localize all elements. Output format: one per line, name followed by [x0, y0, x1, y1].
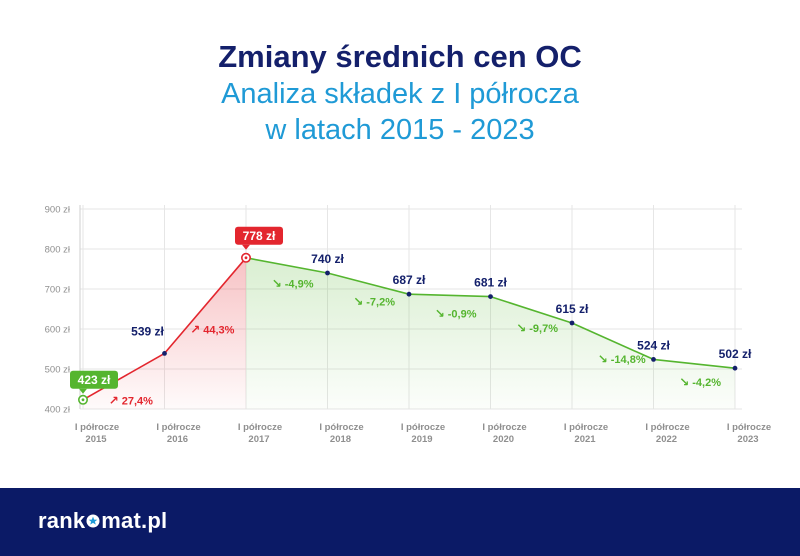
- x-tick-label: I półrocze 2019: [401, 422, 445, 445]
- data-point: [162, 351, 167, 356]
- x-tick-label: I półrocze 2016: [156, 422, 200, 445]
- brand-logo[interactable]: rank mat.pl: [38, 508, 167, 534]
- chart-title-block: Zmiany średnich cen OC Analiza składek z…: [0, 38, 800, 148]
- data-point: [488, 294, 493, 299]
- value-label: 615 zł: [556, 302, 589, 316]
- area-rise: [83, 257, 246, 409]
- logo-text-left: rank: [38, 508, 86, 533]
- line-chart: 423 zł 539 zł 778 zł 740 zł 687 zł 681 zł 615 …: [45, 205, 772, 446]
- highlight-point-dot: [81, 398, 85, 402]
- data-point: [325, 270, 330, 276]
- change-label: -7,2%: [366, 297, 395, 309]
- value-badge: [70, 370, 118, 389]
- y-tick-label: 800 zł: [45, 245, 71, 256]
- series-lines: [82, 257, 736, 401]
- change-label: 44,3%: [203, 325, 234, 337]
- value-label: 740 zł: [311, 252, 344, 266]
- trend-up-icon: ↗: [109, 394, 119, 408]
- data-labels: 423 zł 539 zł 778 zł 740 zł 687 zł 681 zł 615 …: [70, 226, 752, 394]
- data-point: [569, 320, 575, 326]
- star-icon: [86, 514, 100, 528]
- chart-title: Zmiany średnich cen OC: [218, 39, 582, 74]
- line-segment: [327, 272, 410, 295]
- change-label: 27,4%: [122, 396, 153, 408]
- change-label: -0,9%: [448, 308, 477, 320]
- change-label: -14,8%: [611, 354, 646, 366]
- y-tick-label: 700 zł: [45, 285, 71, 296]
- change-label: -9,7%: [529, 323, 558, 335]
- trend-down-icon: ↘: [435, 306, 445, 320]
- value-badge-pointer: [242, 244, 250, 250]
- y-tick-label: 600 zł: [45, 325, 71, 336]
- x-tick-label: I półrocze 2015: [75, 422, 119, 445]
- line-segment: [82, 352, 165, 401]
- data-point: [651, 357, 656, 362]
- footer-bar: rank mat.pl: [0, 488, 800, 556]
- x-tick-label: I półrocze 2018: [319, 422, 363, 445]
- x-tick-label: I półrocze 2023: [727, 422, 771, 445]
- x-tick-label: I półrocze 2017: [238, 422, 282, 445]
- change-label: -4,9%: [285, 278, 314, 290]
- line-segment: [245, 257, 328, 274]
- line-segment: [408, 293, 491, 298]
- trend-down-icon: ↘: [679, 375, 689, 389]
- trend-down-icon: ↘: [272, 276, 282, 290]
- data-point: [732, 365, 738, 371]
- x-tick-label: I półrocze 2021: [564, 422, 608, 445]
- x-tick-label: I półrocze 2022: [645, 422, 689, 445]
- line-segment: [490, 295, 573, 324]
- value-label: 502 zł: [719, 347, 752, 361]
- value-label: 524 zł: [637, 338, 670, 352]
- x-tick-label: I półrocze 2020: [482, 422, 526, 445]
- area-fill: [83, 257, 735, 409]
- trend-down-icon: ↘: [598, 352, 608, 366]
- value-label: 778 zł: [243, 229, 276, 243]
- data-point: [406, 291, 412, 297]
- value-label: 539 zł: [131, 324, 164, 338]
- value-label: 687 zł: [393, 273, 426, 287]
- value-badge-pointer: [79, 388, 87, 394]
- line-segment: [653, 358, 736, 369]
- line-segment: [571, 322, 654, 361]
- change-labels: ↗ 27,4%↗ 44,3%↘ -4,9%↘ -7,2%↘ -0,9%↘ -9,7%↘ -14…: [109, 276, 721, 407]
- trend-up-icon: ↗: [190, 323, 200, 337]
- trend-down-icon: ↘: [353, 295, 363, 309]
- trend-down-icon: ↘: [516, 321, 526, 335]
- value-badge: [235, 226, 283, 245]
- value-label: 423 zł: [78, 373, 111, 387]
- data-points: [78, 252, 738, 405]
- change-label: -4,2%: [692, 377, 721, 389]
- y-tick-label: 500 zł: [45, 365, 71, 376]
- axis-labels: 400 zł 500 zł 600 zł 700 zł 800 zł 900 zł I pó…: [45, 205, 772, 446]
- chart-subtitle-1: Analiza składek z I półrocza: [221, 78, 579, 110]
- logo-text-right: mat.pl: [101, 508, 168, 533]
- highlight-point-dot: [244, 256, 248, 260]
- chart-subtitle-2: w latach 2015 - 2023: [265, 114, 535, 146]
- area-fall: [246, 257, 735, 409]
- y-tick-label: 400 zł: [45, 405, 71, 416]
- line-segment: [163, 257, 247, 354]
- y-tick-label: 900 zł: [45, 205, 71, 216]
- value-label: 681 zł: [474, 276, 507, 290]
